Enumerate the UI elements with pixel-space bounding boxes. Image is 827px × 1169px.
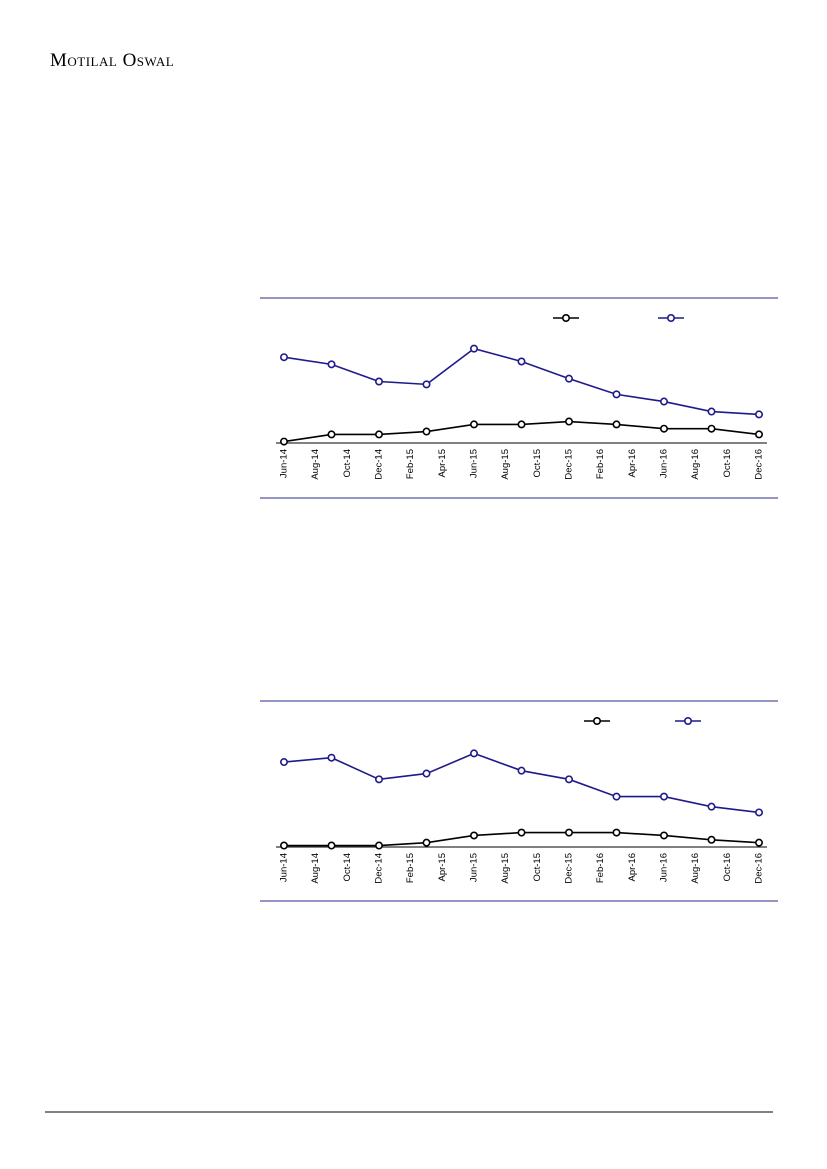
x-tick-label: Aug-15 [500, 449, 511, 480]
point-marker [754, 430, 763, 439]
point-marker [707, 802, 716, 811]
point-marker [279, 758, 288, 767]
x-tick-label: Oct-14 [342, 853, 353, 882]
x-tick-label: Dec-15 [564, 853, 575, 884]
point-marker [517, 420, 526, 429]
point-marker [422, 427, 431, 436]
legend-marker [592, 716, 601, 725]
point-marker [564, 417, 573, 426]
x-tick-label: Aug-14 [310, 449, 321, 480]
x-tick-label: Feb-15 [405, 449, 416, 479]
point-marker [469, 749, 478, 758]
point-marker [422, 380, 431, 389]
point-marker [374, 430, 383, 439]
x-tick-label: Apr-16 [627, 449, 638, 478]
point-marker [659, 792, 668, 801]
x-tick-label: Aug-16 [690, 449, 701, 480]
point-marker [279, 353, 288, 362]
point-marker [707, 835, 716, 844]
point-marker [422, 769, 431, 778]
x-tick-label: Dec-14 [374, 853, 385, 884]
x-tick-label: Feb-16 [595, 449, 606, 479]
point-marker [564, 828, 573, 837]
point-marker [374, 841, 383, 850]
x-tick-label: Jun-15 [469, 449, 480, 478]
point-marker [707, 407, 716, 416]
x-tick-label: Oct-15 [532, 449, 543, 478]
point-marker [469, 831, 478, 840]
point-marker [564, 775, 573, 784]
x-tick-label: Apr-15 [437, 853, 448, 882]
point-marker [659, 831, 668, 840]
point-marker [327, 430, 336, 439]
point-marker [707, 424, 716, 433]
x-tick-label: Jun-16 [659, 449, 670, 478]
point-marker [612, 828, 621, 837]
point-marker [612, 390, 621, 399]
point-marker [327, 360, 336, 369]
point-marker [754, 838, 763, 847]
x-tick-label: Aug-14 [310, 853, 321, 884]
point-marker [422, 838, 431, 847]
point-marker [754, 808, 763, 817]
point-marker [612, 420, 621, 429]
point-marker [374, 775, 383, 784]
x-tick-label: Oct-16 [722, 853, 733, 882]
point-marker [374, 377, 383, 386]
point-marker [612, 792, 621, 801]
x-tick-label: Jun-15 [469, 853, 480, 882]
x-tick-label: Aug-16 [690, 853, 701, 884]
point-marker [327, 841, 336, 850]
x-tick-label: Oct-14 [342, 449, 353, 478]
point-marker [279, 841, 288, 850]
point-marker [659, 424, 668, 433]
point-marker [564, 374, 573, 383]
x-tick-label: Dec-16 [754, 853, 765, 884]
x-tick-label: Aug-15 [500, 853, 511, 884]
series-line [283, 752, 760, 814]
x-tick-label: Apr-15 [437, 449, 448, 478]
x-tick-label: Dec-15 [564, 449, 575, 480]
legend-marker [666, 313, 675, 322]
x-tick-label: Dec-16 [754, 449, 765, 480]
x-tick-label: Oct-16 [722, 449, 733, 478]
point-marker [469, 420, 478, 429]
x-tick-label: Feb-16 [595, 853, 606, 883]
brand: Motilal Oswal [50, 50, 174, 71]
point-marker [517, 766, 526, 775]
legend-marker [561, 313, 570, 322]
point-marker [517, 357, 526, 366]
x-tick-label: Apr-16 [627, 853, 638, 882]
x-tick-label: Dec-14 [374, 449, 385, 480]
legend-marker [683, 716, 692, 725]
x-tick-label: Jun-14 [279, 449, 290, 478]
point-marker [754, 410, 763, 419]
x-tick-label: Feb-15 [405, 853, 416, 883]
x-tick-label: Oct-15 [532, 853, 543, 882]
x-tick-label: Jun-14 [279, 853, 290, 882]
point-marker [327, 753, 336, 762]
x-tick-label: Jun-16 [659, 853, 670, 882]
point-marker [659, 397, 668, 406]
point-marker [469, 344, 478, 353]
point-marker [517, 828, 526, 837]
point-marker [279, 437, 288, 446]
